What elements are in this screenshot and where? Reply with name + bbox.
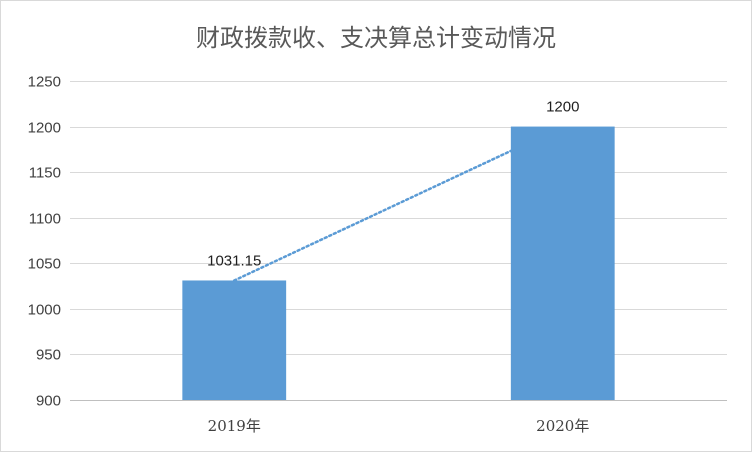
bar bbox=[510, 126, 615, 401]
data-labels: 1031.15 1200 bbox=[207, 99, 579, 270]
x-category-label: 2020年 bbox=[536, 417, 589, 435]
y-axis-ticks: 900 950 1000 1050 1100 1150 1200 1250 bbox=[28, 74, 61, 410]
x-category-label: 2019年 bbox=[208, 417, 261, 435]
trendline-layer bbox=[233, 149, 513, 282]
bars bbox=[182, 126, 615, 401]
y-tick-label: 1100 bbox=[29, 211, 61, 228]
y-tick-label: 1150 bbox=[29, 165, 61, 182]
data-label: 1031.15 bbox=[207, 252, 261, 269]
x-axis-categories: 2019年 2020年 bbox=[208, 417, 590, 435]
trendline bbox=[233, 149, 513, 282]
y-tick-label: 1200 bbox=[28, 120, 61, 137]
y-tick-label: 950 bbox=[36, 347, 61, 364]
data-label: 1200 bbox=[546, 99, 579, 116]
gridlines bbox=[70, 81, 727, 401]
y-tick-label: 900 bbox=[36, 393, 61, 410]
bar bbox=[182, 280, 287, 400]
y-tick-label: 1050 bbox=[28, 256, 61, 273]
chart-title: 财政拨款收、支决算总计变动情况 bbox=[196, 24, 556, 52]
y-tick-label: 1250 bbox=[28, 74, 61, 91]
y-tick-label: 1000 bbox=[28, 302, 61, 319]
